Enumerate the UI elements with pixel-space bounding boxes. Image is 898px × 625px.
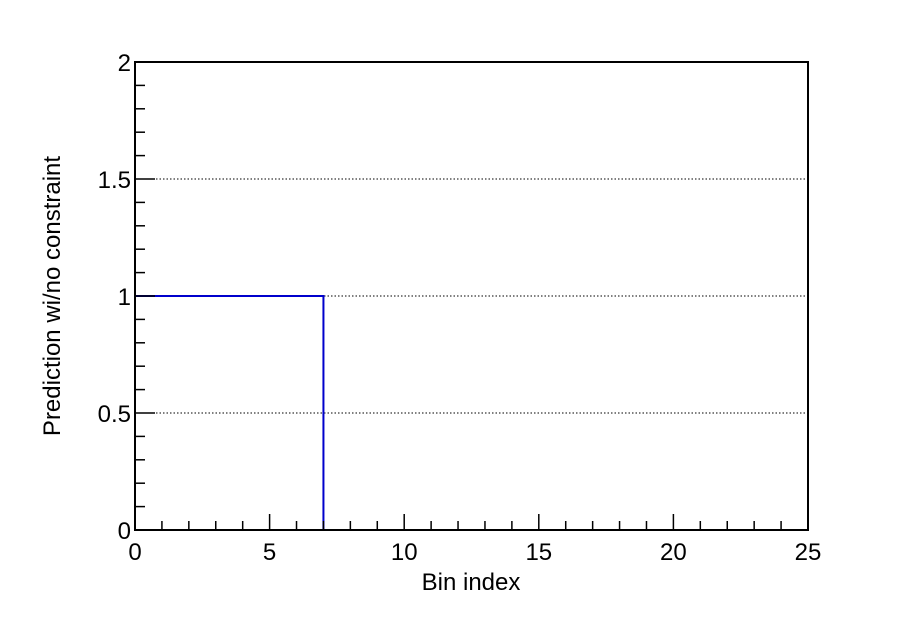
y-tick-label: 0 [118, 518, 131, 545]
x-tick-label: 5 [263, 539, 276, 566]
x-tick-label: 25 [795, 539, 822, 566]
x-tick-label: 0 [128, 539, 141, 566]
y-axis-ticks: 0 0.5 1 1.5 2 [98, 50, 155, 545]
y-tick-label: 1 [118, 284, 131, 311]
y-tick-label: 2 [118, 50, 131, 77]
x-axis-title: Bin index [422, 569, 521, 596]
x-tick-label: 20 [660, 539, 687, 566]
x-tick-label: 15 [525, 539, 552, 566]
x-axis-ticks: 0 5 10 15 20 25 [128, 514, 821, 566]
y-axis-title: Prediction wi/no constraint [39, 156, 66, 436]
x-tick-label: 10 [391, 539, 418, 566]
y-tick-label: 1.5 [98, 167, 131, 194]
y-tick-label: 0.5 [98, 401, 131, 428]
